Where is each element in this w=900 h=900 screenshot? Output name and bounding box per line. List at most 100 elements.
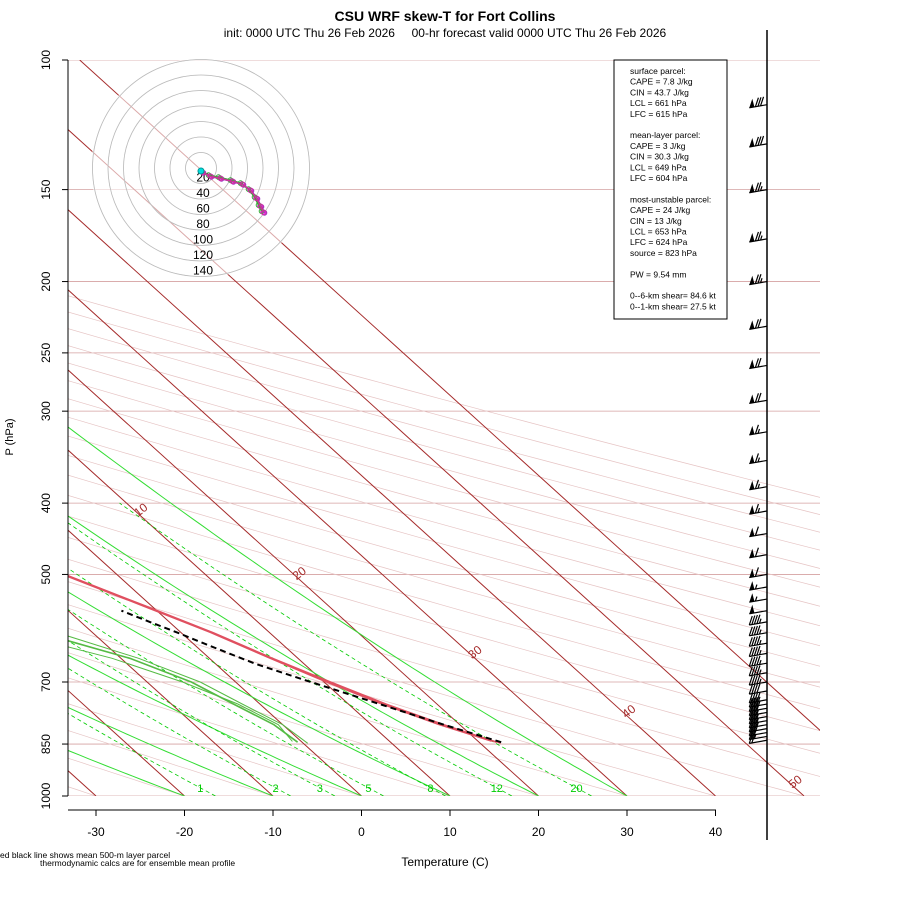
- stats-line: LFC = 604 hPa: [630, 173, 688, 183]
- mixing-ratio-label: 20: [570, 783, 582, 795]
- wind-barb: [748, 674, 768, 686]
- dry-adiabat-line: [68, 604, 716, 796]
- y-tick-label: 250: [39, 343, 53, 363]
- hodograph-ring: [169, 136, 233, 200]
- wind-barb: [748, 614, 768, 626]
- wind-barb-feather: [748, 647, 753, 657]
- wind-barb: [749, 604, 768, 615]
- dry-adiabat-line: [68, 345, 820, 551]
- y-tick-label: 100: [39, 50, 53, 70]
- stats-line: LCL = 649 hPa: [630, 162, 687, 172]
- hodograph-point: [218, 175, 224, 182]
- wind-barb: [748, 683, 768, 695]
- wind-barb-flag: [749, 275, 755, 285]
- background-lines: [68, 60, 820, 796]
- wind-barb: [749, 135, 768, 148]
- wind-barb-feather: [756, 665, 761, 675]
- wind-barb-half-feather: [758, 678, 762, 684]
- wind-barb: [748, 665, 768, 677]
- dry-adiabat-line: [68, 652, 539, 796]
- dry-adiabat-line: [68, 416, 820, 627]
- wind-barb-feather: [756, 683, 761, 693]
- mixing-ratio-label: 5: [365, 783, 371, 795]
- stats-line: 0--6-km shear= 84.6 kt: [630, 291, 716, 301]
- hodograph-ring-label: 120: [193, 248, 213, 262]
- wind-barb-feather: [753, 625, 758, 636]
- stats-line: mean-layer parcel:: [630, 130, 700, 140]
- hodograph-origin-point: [197, 167, 205, 175]
- wind-barb-feather: [756, 635, 761, 646]
- hodograph-point: [240, 181, 246, 188]
- wind-barb-feather: [754, 393, 759, 403]
- dry-adiabat-line: [68, 455, 820, 667]
- wind-barb: [749, 526, 768, 538]
- x-axis-ticks: -30 -20 -10 0 10 20 30 40: [87, 810, 722, 839]
- wind-barb-feather: [756, 692, 761, 702]
- wind-barb-feather: [757, 136, 762, 146]
- wind-barb-feather: [753, 614, 758, 625]
- stats-line: CAPE = 7.8 J/kg: [630, 77, 693, 87]
- mixing-ratio-label: 8: [427, 783, 433, 795]
- dry-adiabat-line: [68, 703, 362, 796]
- wind-barb-feather: [751, 693, 756, 703]
- wind-barb-feather: [748, 626, 753, 637]
- wind-barb-feather: [753, 636, 758, 646]
- wind-barb-feather: [754, 358, 759, 368]
- wind-barb: [749, 503, 768, 515]
- stats-line: CAPE = 24 J/kg: [630, 205, 691, 215]
- wind-barb-half-feather: [757, 507, 761, 513]
- wind-barb-feather: [751, 646, 756, 657]
- stats-line: LFC = 615 hPa: [630, 109, 688, 119]
- wind-barb-feather: [748, 666, 753, 677]
- hodograph-point: [208, 173, 214, 180]
- x-tick-label: 20: [532, 825, 546, 839]
- wind-barb: [749, 479, 768, 491]
- wind-barb-feather: [756, 655, 761, 666]
- wind-barb-feather: [751, 656, 756, 667]
- wind-barb-feather: [754, 136, 759, 147]
- wind-barb-feather: [756, 625, 761, 635]
- stats-line: LCL = 653 hPa: [630, 227, 687, 237]
- wind-barb-feather: [757, 318, 762, 329]
- dry-adiabat-line: [68, 494, 820, 710]
- dry-adiabat-line: [68, 295, 820, 498]
- x-tick-label: 30: [620, 825, 634, 839]
- temperature-profile: [68, 576, 492, 742]
- wind-barb: [748, 655, 768, 667]
- wind-barb-feather: [754, 453, 759, 463]
- moist-adiabat-line: [68, 591, 451, 796]
- stats-line: source = 823 hPa: [630, 248, 697, 258]
- hodograph-point: [248, 187, 254, 194]
- wind-barb-half-feather: [758, 649, 762, 655]
- wind-barb-flag: [749, 454, 755, 464]
- wind-barb-feather: [756, 645, 761, 656]
- wind-barb-flag: [749, 425, 755, 435]
- y-tick-label: 150: [39, 179, 53, 199]
- wind-barb-feather: [754, 526, 759, 536]
- mixing-ratio-label: 3: [317, 783, 323, 795]
- wind-barb-feather: [753, 646, 758, 656]
- wind-barb-feather: [757, 357, 762, 368]
- isotherm-label: 20: [290, 563, 309, 582]
- y-tick-label: 500: [39, 564, 53, 584]
- wind-barb-half-feather: [754, 584, 758, 590]
- hodograph-point: [230, 178, 236, 185]
- stats-line: LCL = 661 hPa: [630, 98, 687, 108]
- moist-adiabat-line: [68, 706, 274, 796]
- wind-barb: [749, 318, 768, 330]
- moist-adiabat-line: [68, 426, 628, 796]
- stats-line: LFC = 624 hPa: [630, 237, 688, 247]
- wind-barb-half-feather: [759, 235, 763, 241]
- wind-barb-feather: [754, 503, 759, 514]
- wind-barb-flag: [749, 604, 755, 614]
- hodograph-trace: [202, 171, 265, 213]
- wind-barb-half-feather: [758, 669, 762, 675]
- isotherm-label: 40: [619, 701, 638, 720]
- wind-barb-half-feather: [758, 618, 762, 624]
- wind-barb: [748, 635, 768, 647]
- x-tick-label: 0: [358, 825, 365, 839]
- sounding-profiles: [68, 574, 502, 744]
- mixing-ratio-labels: 1 2 3 5 8 12 20: [197, 783, 582, 795]
- wind-barb-feather: [754, 182, 759, 192]
